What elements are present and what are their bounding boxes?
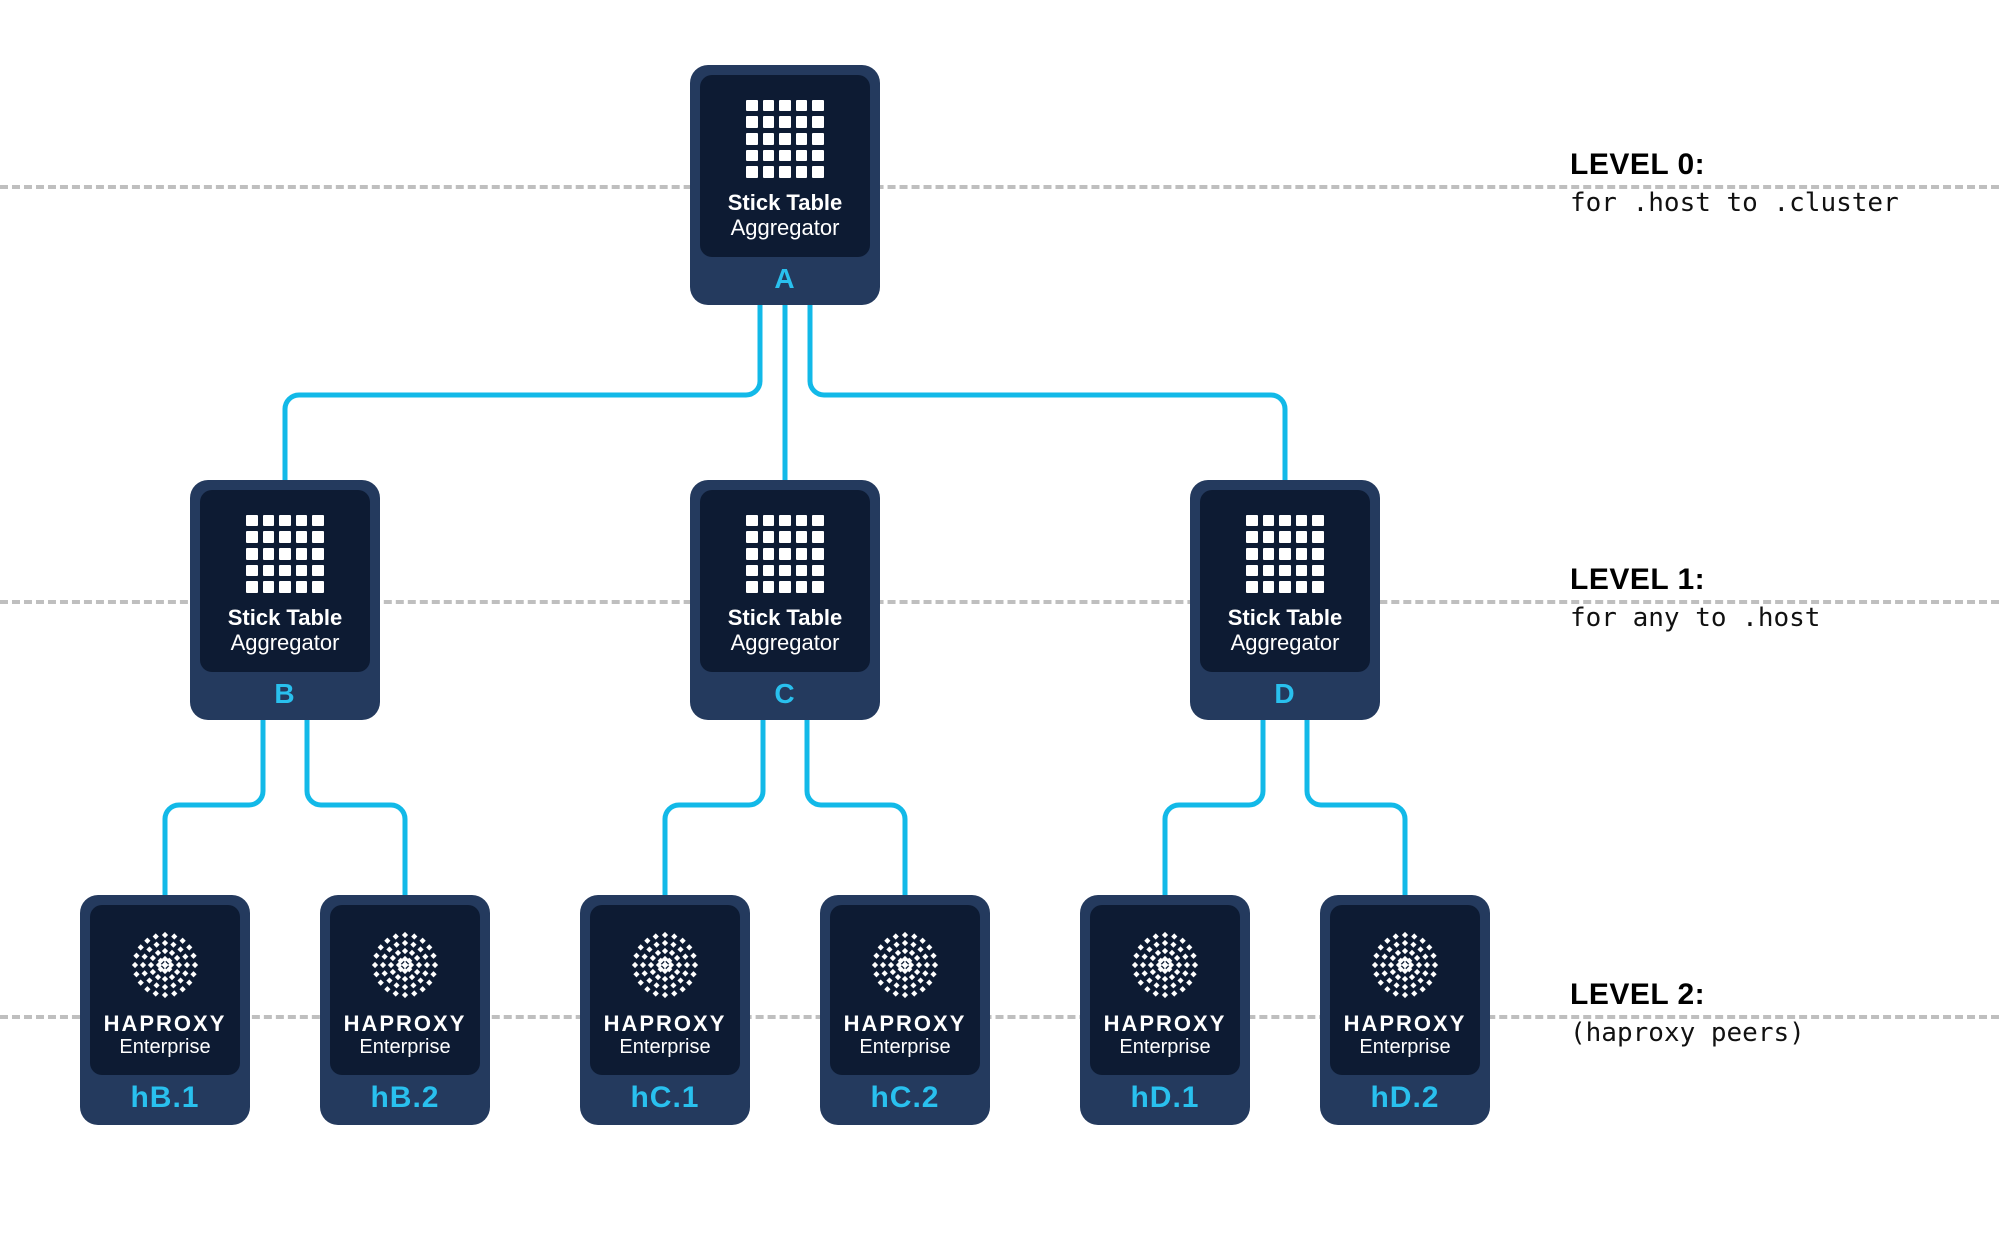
node-title-2: Enterprise <box>619 1036 710 1059</box>
connector-D-hD.1 <box>1165 720 1263 895</box>
connector-B-hB.2 <box>307 720 405 895</box>
level-title: LEVEL 1: <box>1570 563 1820 597</box>
node-title-1: HAPROXY <box>1104 1011 1227 1036</box>
connector-A-B <box>285 305 760 480</box>
node-title-2: Enterprise <box>359 1036 450 1059</box>
node-title-2: Aggregator <box>231 630 340 655</box>
node-aggregator-a: Stick TableAggregator A <box>690 65 880 305</box>
connector-D-hD.2 <box>1307 720 1405 895</box>
node-title-1: HAPROXY <box>344 1011 467 1036</box>
level-title: LEVEL 2: <box>1570 978 1805 1012</box>
haproxy-sphere-icon <box>629 929 701 1001</box>
node-title-1: HAPROXY <box>604 1011 727 1036</box>
grid-icon <box>746 100 824 178</box>
grid-icon <box>746 515 824 593</box>
node-aggregator-d: Stick TableAggregator D <box>1190 480 1380 720</box>
node-id: B <box>274 678 295 709</box>
node-haproxy-hb2: HAPROXYEnterprise hB.2 <box>320 895 490 1125</box>
diagram-canvas: Stick TableAggregatorAStick TableAggrega… <box>0 0 1999 1249</box>
node-id: D <box>1274 678 1295 709</box>
haproxy-sphere-icon <box>1369 929 1441 1001</box>
node-title-1: Stick Table <box>728 190 843 215</box>
node-haproxy-hc2: HAPROXYEnterprise hC.2 <box>820 895 990 1125</box>
level-desc: (haproxy peers) <box>1570 1018 1805 1048</box>
connector-A-D <box>810 305 1285 480</box>
haproxy-sphere-icon <box>369 929 441 1001</box>
node-id: hB.1 <box>130 1081 199 1114</box>
node-aggregator-b: Stick TableAggregator B <box>190 480 380 720</box>
node-id: hD.2 <box>1370 1081 1439 1114</box>
node-title-1: Stick Table <box>228 605 343 630</box>
node-title-1: HAPROXY <box>104 1011 227 1036</box>
node-id: hB.2 <box>370 1081 439 1114</box>
label-level-0: LEVEL 0: for .host to .cluster <box>1570 148 1899 218</box>
grid-icon <box>1246 515 1324 593</box>
node-title-2: Aggregator <box>731 215 840 240</box>
node-haproxy-hd2: HAPROXYEnterprise hD.2 <box>1320 895 1490 1125</box>
haproxy-sphere-icon <box>1129 929 1201 1001</box>
node-id: hC.1 <box>630 1081 699 1114</box>
node-title-1: Stick Table <box>728 605 843 630</box>
node-title-2: Aggregator <box>1231 630 1340 655</box>
haproxy-sphere-icon <box>869 929 941 1001</box>
node-haproxy-hd1: HAPROXYEnterprise hD.1 <box>1080 895 1250 1125</box>
node-id: hD.1 <box>1130 1081 1199 1114</box>
grid-icon <box>246 515 324 593</box>
node-title-2: Enterprise <box>1359 1036 1450 1059</box>
node-title-1: Stick Table <box>1228 605 1343 630</box>
node-haproxy-hb1: HAPROXYEnterprise hB.1 <box>80 895 250 1125</box>
level-desc: for .host to .cluster <box>1570 188 1899 218</box>
connector-C-hC.2 <box>807 720 905 895</box>
node-title-2: Enterprise <box>119 1036 210 1059</box>
label-level-2: LEVEL 2: (haproxy peers) <box>1570 978 1805 1048</box>
node-id: C <box>774 678 795 709</box>
connector-C-hC.1 <box>665 720 763 895</box>
node-aggregator-c: Stick TableAggregator C <box>690 480 880 720</box>
node-title-2: Enterprise <box>859 1036 950 1059</box>
level-title: LEVEL 0: <box>1570 148 1899 182</box>
connector-B-hB.1 <box>165 720 263 895</box>
node-title-1: HAPROXY <box>844 1011 967 1036</box>
node-id: hC.2 <box>870 1081 939 1114</box>
node-title-2: Enterprise <box>1119 1036 1210 1059</box>
label-level-1: LEVEL 1: for any to .host <box>1570 563 1820 633</box>
level-desc: for any to .host <box>1570 603 1820 633</box>
node-title-1: HAPROXY <box>1344 1011 1467 1036</box>
node-title-2: Aggregator <box>731 630 840 655</box>
node-haproxy-hc1: HAPROXYEnterprise hC.1 <box>580 895 750 1125</box>
node-id: A <box>774 263 795 294</box>
haproxy-sphere-icon <box>129 929 201 1001</box>
